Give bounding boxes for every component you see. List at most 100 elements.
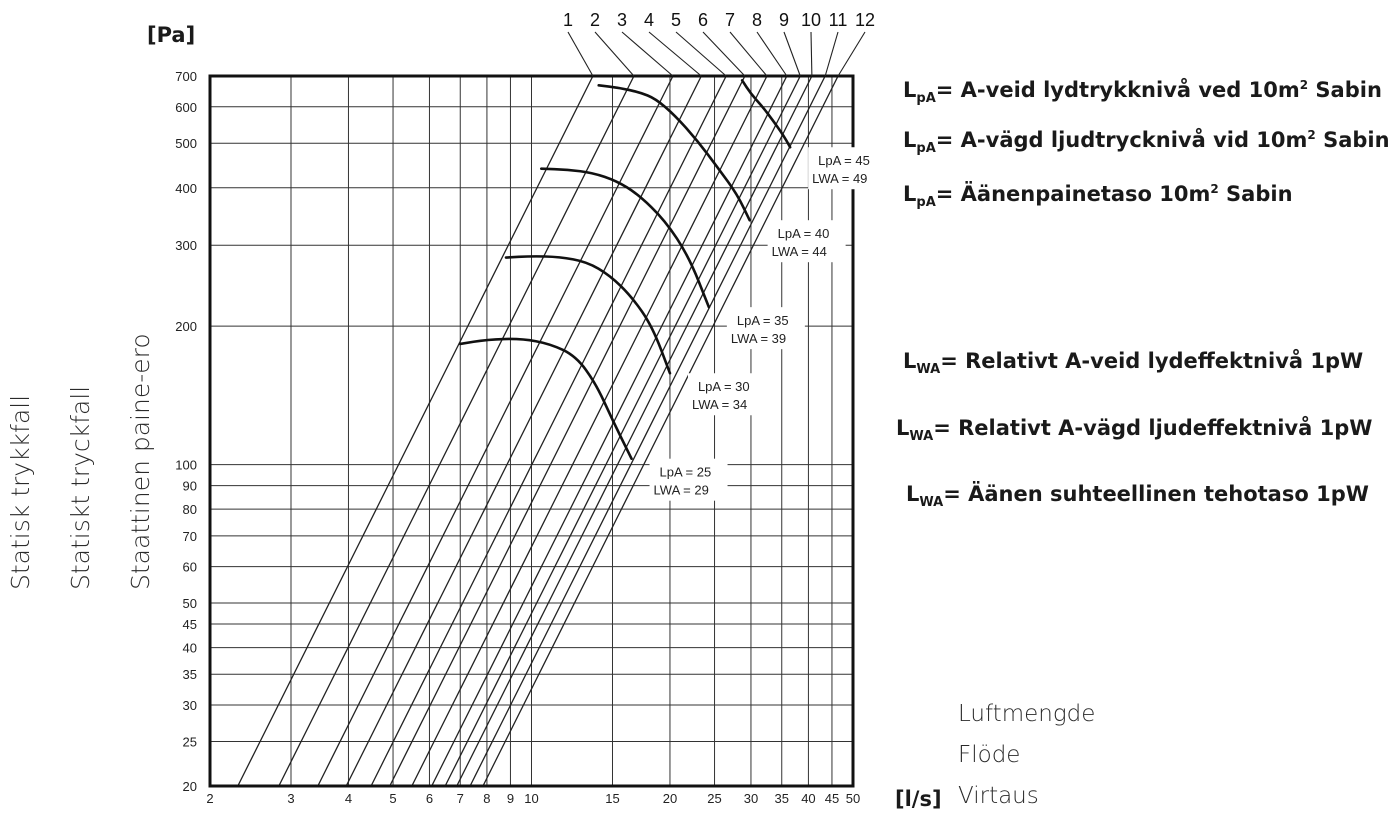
x-title-no: Luftmengde — [958, 701, 1096, 727]
y-tick-label: 400 — [175, 181, 197, 196]
lwa-label: LWA = 34 — [692, 397, 747, 412]
x-tick-label: 50 — [846, 791, 860, 806]
x-tick-label: 9 — [507, 791, 514, 806]
y-tick-labels: 20 25 30 35 40 45 50 60 70 80 90 100 200 300 400 500 600… — [175, 69, 197, 794]
noise-curve — [539, 167, 711, 309]
x-unit-label: [l/s] — [895, 787, 942, 811]
setting-line — [469, 76, 826, 786]
x-tick-label: 35 — [775, 791, 789, 806]
legend-lwa-fi: LWA= Äänen suhteellinen tehotaso 1pW — [906, 482, 1369, 510]
y-tick-label: 45 — [183, 617, 197, 632]
setting-line — [278, 76, 635, 786]
noise-label-bg — [808, 147, 887, 190]
setting-line — [237, 76, 594, 786]
x-tick-label: 40 — [801, 791, 815, 806]
setting-line — [345, 76, 702, 786]
x-tick-labels: 2 3 4 5 6 7 8 9 10 15 20 25 30 35 40 45 50 — [206, 791, 860, 806]
lwa-label: LWA = 39 — [731, 331, 786, 346]
x-tick-label: 15 — [605, 791, 619, 806]
y-tick-label: 80 — [183, 502, 197, 517]
y-title-no: Statisk trykkfall — [6, 394, 35, 590]
y-tick-label: 30 — [183, 698, 197, 713]
y-tick-label: 40 — [183, 641, 197, 656]
setting-line — [456, 76, 813, 786]
x-tick-label: 30 — [744, 791, 758, 806]
setting-number: 10 — [801, 10, 821, 30]
noise-curve — [597, 84, 751, 222]
setting-number: 4 — [644, 10, 654, 30]
setting-leader — [675, 31, 727, 77]
setting-number: 8 — [752, 10, 762, 30]
y-tick-label: 70 — [183, 529, 197, 544]
noise-curves — [458, 79, 792, 460]
x-tick-label: 3 — [287, 791, 294, 806]
setting-leader — [621, 31, 674, 77]
grid — [209, 75, 854, 787]
lwa-label: LWA = 49 — [812, 171, 867, 186]
y-tick-label: 500 — [175, 136, 197, 151]
setting-line — [411, 76, 768, 786]
legend-lpa-fi: LpA= Äänenpainetaso 10m2 Sabin — [903, 182, 1293, 210]
setting-leader — [756, 31, 788, 77]
lpa-label: LpA = 25 — [660, 465, 712, 480]
x-title-se: Flöde — [958, 742, 1021, 768]
x-tick-label: 5 — [389, 791, 396, 806]
setting-number: 9 — [779, 10, 789, 30]
setting-leader — [824, 31, 839, 77]
x-title-fi: Virtaus — [958, 783, 1039, 809]
lpa-label: LpA = 30 — [698, 379, 750, 394]
legend-lwa-no: LWA= Relativt A-veid lydeffektnivå 1pW — [903, 349, 1364, 377]
noise-curve-labels: LpA = 25 LWA = 29 LpA = 30 LWA = 34 LpA = 35… — [649, 147, 887, 501]
y-tick-label: 90 — [183, 479, 197, 494]
setting-leader — [837, 31, 866, 77]
setting-number: 6 — [698, 10, 708, 30]
legend-lwa-se: LWA= Relativt A-vägd ljudeffektnivå 1pW — [896, 416, 1373, 444]
x-tick-label: 4 — [345, 791, 352, 806]
lpa-label: LpA = 40 — [778, 226, 830, 241]
setting-leader — [594, 31, 635, 77]
setting-leader — [810, 31, 813, 77]
setting-line — [370, 76, 727, 786]
setting-line — [482, 76, 839, 786]
lwa-label: LWA = 29 — [654, 483, 709, 498]
y-tick-label: 35 — [183, 667, 197, 682]
y-tick-label: 50 — [183, 596, 197, 611]
y-tick-label: 100 — [175, 458, 197, 473]
noise-curve — [458, 337, 633, 460]
x-tick-label: 25 — [707, 791, 721, 806]
setting-number: 5 — [671, 10, 681, 30]
x-tick-label: 6 — [426, 791, 433, 806]
x-tick-label: 10 — [524, 791, 538, 806]
x-tick-label: 8 — [483, 791, 490, 806]
plot-frame — [208, 74, 855, 788]
y-tick-label: 60 — [183, 560, 197, 575]
setting-leader — [783, 31, 801, 77]
noise-label-bg — [649, 458, 728, 501]
legend-lpa-no: LpA= A-veid lydtrykknivå ved 10m2 Sabin — [903, 78, 1382, 106]
lpa-label: LpA = 35 — [737, 313, 789, 328]
y-tick-label: 20 — [183, 779, 197, 794]
x-tick-label: 7 — [457, 791, 464, 806]
y-tick-label: 200 — [175, 319, 197, 334]
y-tick-label: 300 — [175, 238, 197, 253]
setting-line — [389, 76, 746, 786]
setting-line — [431, 76, 788, 786]
x-tick-label: 45 — [825, 791, 839, 806]
setting-number: 1 — [563, 10, 573, 30]
setting-number: 12 — [855, 10, 875, 30]
lpa-label: LpA = 45 — [818, 153, 870, 168]
x-tick-label: 2 — [206, 791, 213, 806]
setting-number: 11 — [829, 10, 848, 30]
noise-curve — [740, 79, 792, 149]
x-tick-label: 20 — [663, 791, 677, 806]
setting-number: 7 — [725, 10, 735, 30]
y-tick-label: 700 — [175, 69, 197, 84]
noise-label-bg — [726, 307, 805, 350]
setting-number: 3 — [617, 10, 627, 30]
y-title-fi: Staattinen paine-ero — [126, 333, 155, 590]
lwa-label: LWA = 44 — [772, 244, 827, 259]
setting-line — [444, 76, 801, 786]
setting-number-labels: 1 2 3 4 5 6 7 8 9 10 11 12 — [563, 10, 875, 77]
y-tick-label: 600 — [175, 100, 197, 115]
